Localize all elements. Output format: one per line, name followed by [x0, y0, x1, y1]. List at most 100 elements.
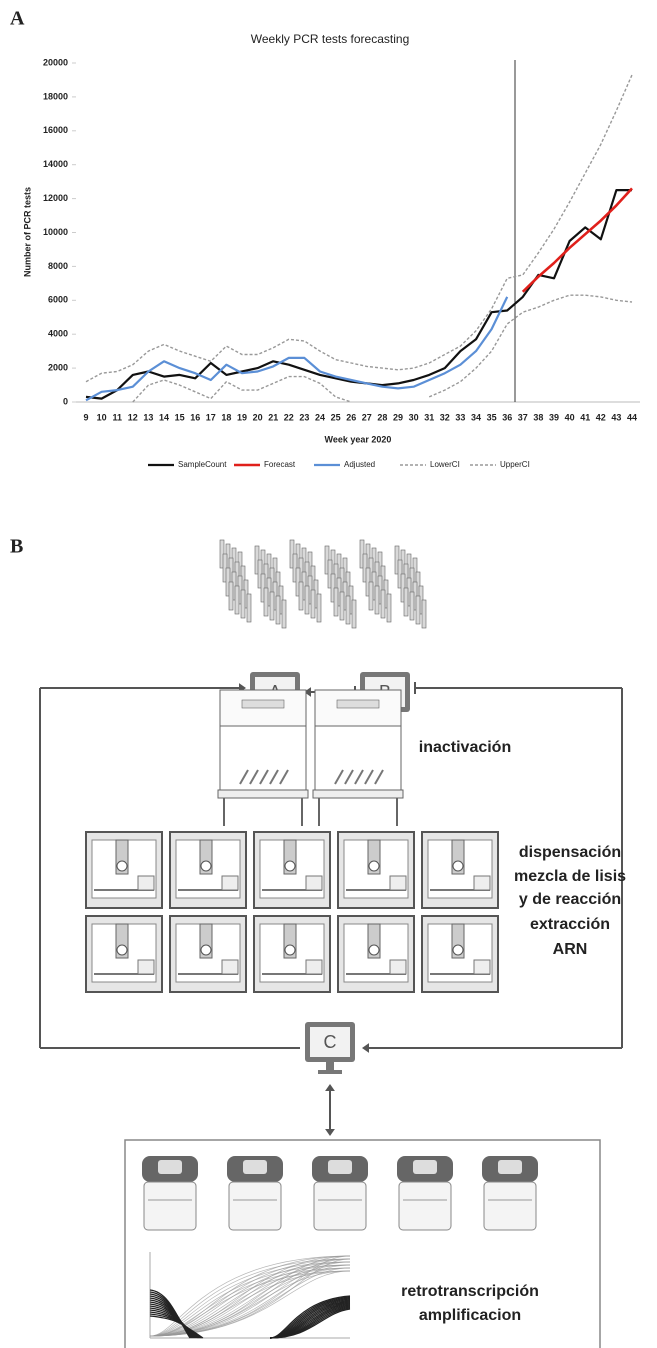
robot-head: [368, 944, 380, 956]
x-tick-label: 22: [284, 412, 294, 422]
robot-head: [116, 944, 128, 956]
x-tick-label: 40: [565, 412, 575, 422]
robot-module: [221, 875, 239, 891]
robot-module: [137, 875, 155, 891]
sample-tube: [409, 591, 415, 621]
robot-head: [452, 860, 464, 872]
panel-label: A: [10, 8, 25, 30]
thermocycler-body: [143, 1181, 197, 1231]
x-tick-label: 32: [440, 412, 450, 422]
thermocycler-screen: [243, 1160, 267, 1174]
series-line: [132, 294, 633, 403]
x-tick-label: 33: [455, 412, 465, 422]
y-tick-label: 2000: [48, 362, 68, 372]
cabinet-rack: [239, 769, 249, 785]
x-tick-label: 20: [253, 412, 263, 422]
legend-label: UpperCI: [500, 460, 530, 469]
x-tick-label: 37: [518, 412, 528, 422]
cabinet-rack: [364, 769, 374, 785]
y-tick-label: 8000: [48, 261, 68, 271]
series-line: [521, 187, 633, 293]
sample-tube: [339, 591, 345, 621]
x-tick-label: 15: [175, 412, 185, 422]
x-tick-label: 19: [237, 412, 247, 422]
x-tick-label: 42: [596, 412, 606, 422]
x-tick-label: 12: [128, 412, 138, 422]
amplification-curve: [149, 1264, 351, 1337]
sample-tube: [345, 595, 351, 625]
y-tick-label: 16000: [43, 125, 68, 135]
robot-head: [200, 860, 212, 872]
cabinet-base: [312, 789, 404, 799]
sample-tube: [263, 587, 269, 617]
robot-head: [200, 944, 212, 956]
x-tick-label: 34: [471, 412, 481, 422]
amplification-curve: [149, 1258, 351, 1337]
amplification-curve: [149, 1261, 351, 1337]
cabinet-panel: [241, 699, 285, 709]
sample-tube: [240, 589, 246, 619]
robot-head: [368, 860, 380, 872]
x-tick-label: 25: [331, 412, 341, 422]
legend-label: SampleCount: [178, 460, 227, 469]
cabinet-base: [217, 789, 309, 799]
series-line: [85, 74, 633, 383]
y-tick-label: 18000: [43, 91, 68, 101]
robot-module: [389, 959, 407, 975]
robot-module: [305, 875, 323, 891]
legend-label: LowerCI: [430, 460, 460, 469]
robot-head: [116, 860, 128, 872]
chart-title: Weekly PCR tests forecasting: [251, 32, 410, 46]
panel-label: B: [10, 536, 23, 558]
computer-label: C: [324, 1032, 337, 1052]
robot-module: [305, 959, 323, 975]
thermocycler-screen: [498, 1160, 522, 1174]
x-axis-label: Week year 2020: [325, 434, 392, 444]
x-tick-label: 31: [424, 412, 434, 422]
thermocycler-body: [398, 1181, 452, 1231]
amplification-curve: [149, 1258, 351, 1337]
thermocycler-screen: [328, 1160, 352, 1174]
thermocycler-screen: [158, 1160, 182, 1174]
step-caption: inactivación: [419, 739, 511, 756]
robot-head: [284, 944, 296, 956]
y-tick-label: 6000: [48, 295, 68, 305]
y-tick-label: 4000: [48, 329, 68, 339]
cabinet-rack: [374, 769, 384, 785]
amplification-curve: [149, 1258, 351, 1337]
x-tick-label: 13: [143, 412, 153, 422]
cabinet-rack: [259, 769, 269, 785]
monitor-stand: [326, 1062, 334, 1070]
x-tick-label: 43: [611, 412, 621, 422]
x-tick-label: 39: [549, 412, 559, 422]
y-tick-label: 10000: [43, 227, 68, 237]
x-tick-label: 35: [487, 412, 497, 422]
step-caption: amplificacion: [419, 1307, 521, 1324]
x-tick-label: 29: [393, 412, 403, 422]
x-tick-label: 14: [159, 412, 169, 422]
workflow-diagram: ABCinactivacióndispensaciónmezcla de lis…: [39, 539, 626, 1348]
step-caption: ARN: [553, 941, 588, 958]
series-line: [85, 189, 632, 400]
y-tick-label: 20000: [43, 57, 68, 67]
cabinet-rack: [334, 769, 344, 785]
cabinet-rack: [279, 769, 289, 785]
y-tick-label: 14000: [43, 159, 68, 169]
step-caption: dispensación: [519, 844, 621, 861]
x-tick-label: 21: [268, 412, 278, 422]
amplification-curve: [149, 1315, 204, 1339]
step-caption: retrotranscripción: [401, 1283, 539, 1300]
thermocycler-body: [483, 1181, 537, 1231]
sample-tube: [374, 585, 380, 615]
cabinet-top: [314, 689, 402, 727]
robot-module: [221, 959, 239, 975]
amplification-curve: [149, 1255, 351, 1337]
y-tick-label: 0: [63, 396, 68, 406]
amplification-curve: [149, 1255, 351, 1337]
x-tick-label: 24: [315, 412, 325, 422]
x-tick-label: 18: [221, 412, 231, 422]
sample-tube: [228, 581, 234, 611]
amplification-curve: [149, 1255, 351, 1337]
